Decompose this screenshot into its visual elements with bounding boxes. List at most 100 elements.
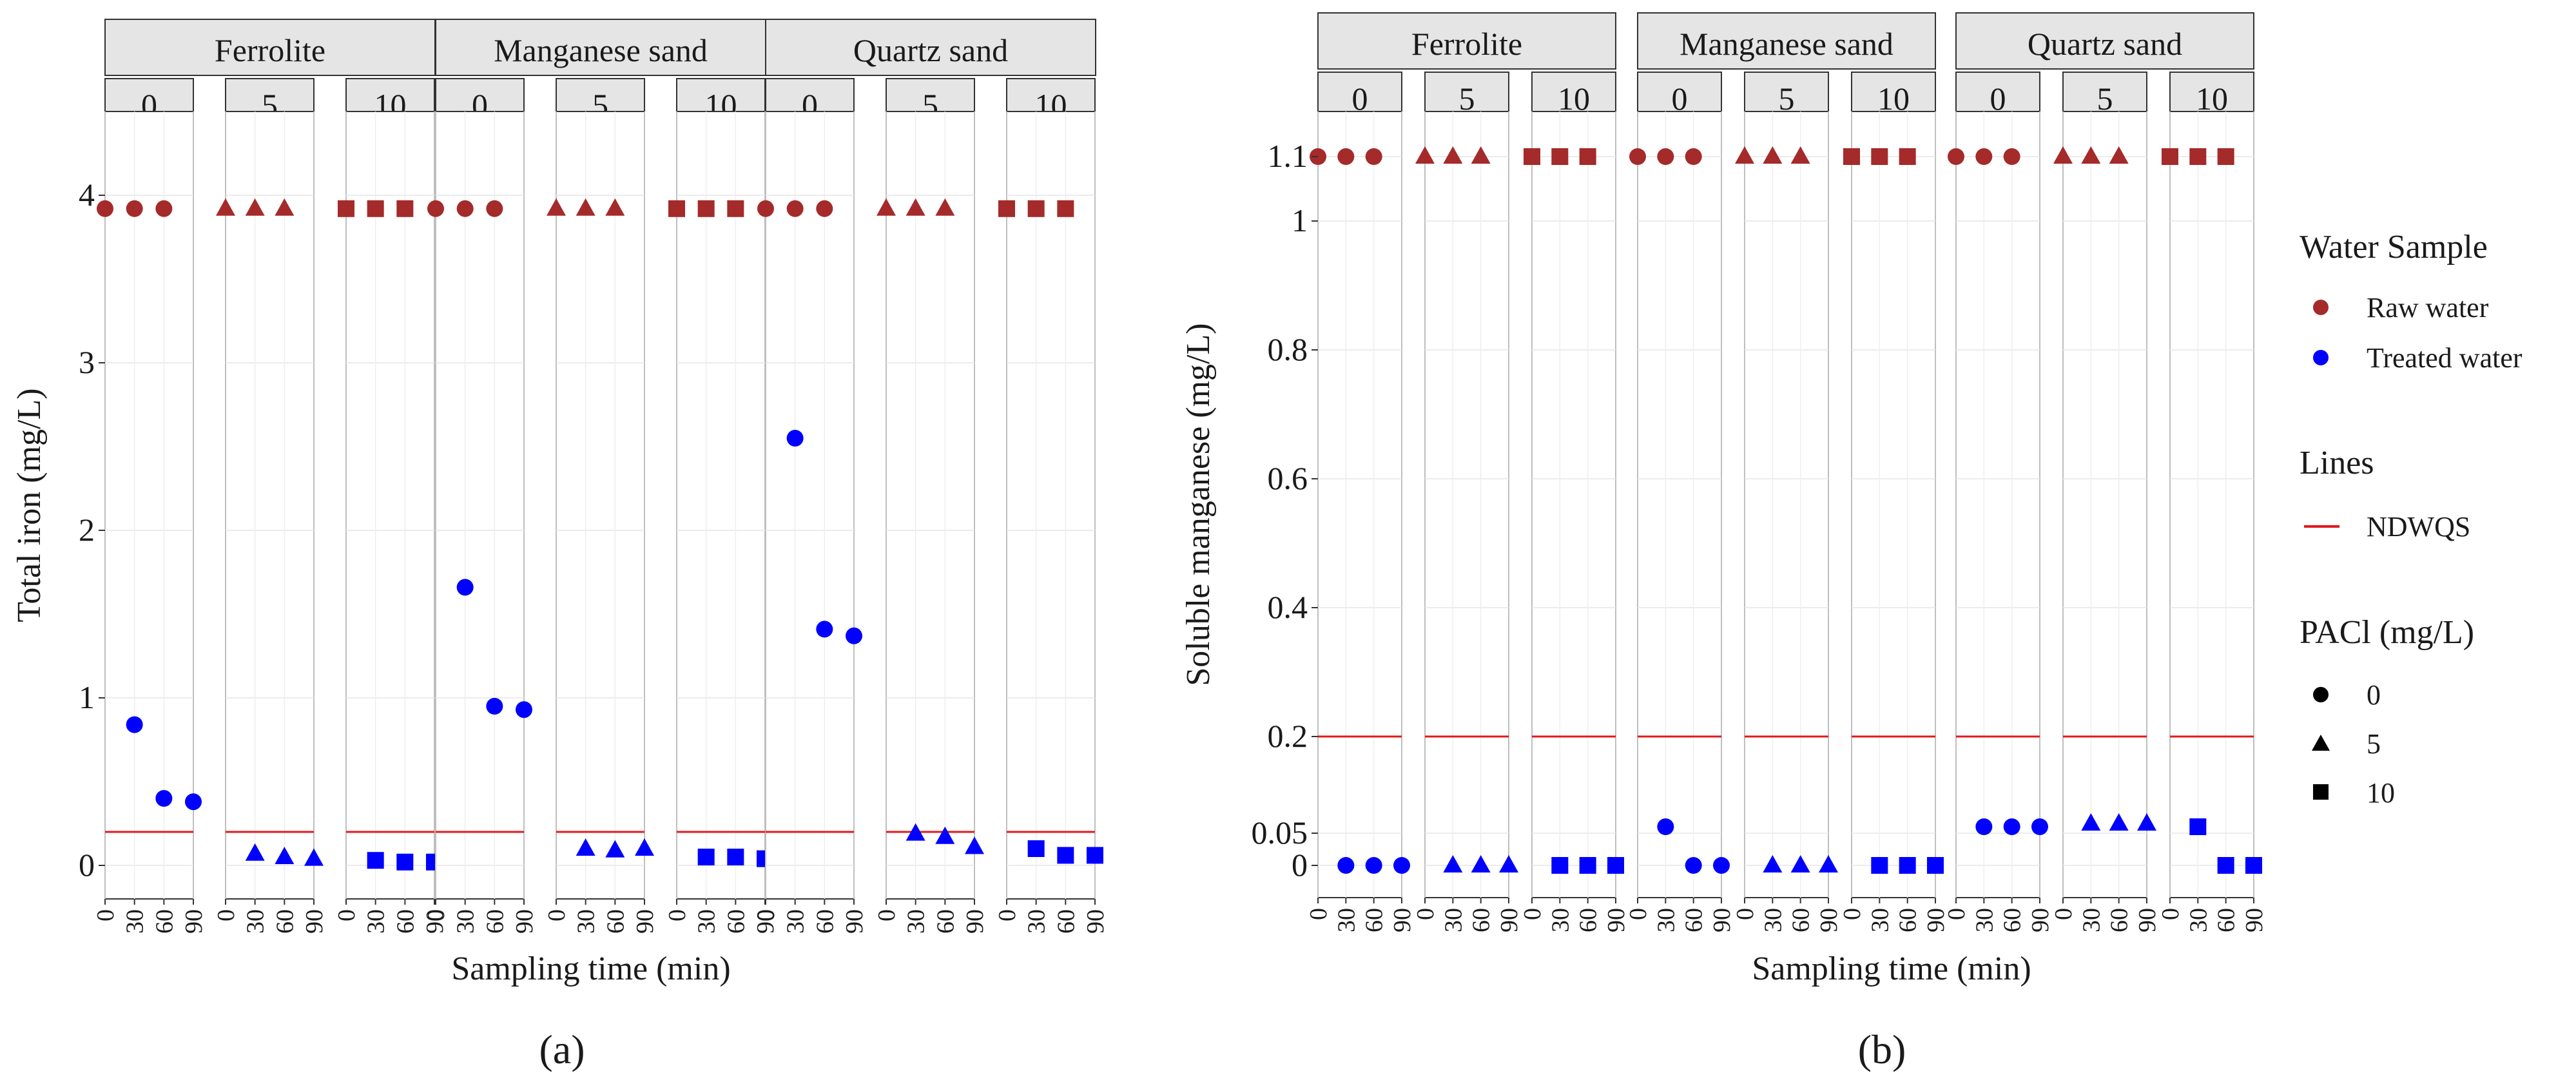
treated-point-b-0-0-0 — [1337, 857, 1355, 874]
facet-a-2-0 — [765, 111, 855, 900]
treated-point-a-0-1-1 — [275, 847, 295, 864]
strip-dose-label-b-1-2: 10 — [1877, 81, 1910, 117]
raw-point-a-0-1-1 — [245, 198, 265, 216]
raw-point-b-2-1-1 — [2081, 146, 2101, 164]
y-tick-label-b-6: 1 — [1292, 202, 1308, 238]
x-tick-label-a-1-0-0: 0 — [423, 909, 450, 921]
raw-point-a-1-1-0 — [547, 198, 566, 216]
raw-point-a-1-0-0 — [427, 200, 444, 217]
raw-point-a-2-0-2 — [816, 200, 833, 217]
legend: Water Sample Raw water Treated water Lin… — [2300, 229, 2523, 809]
raw-point-b-2-0-2 — [2003, 148, 2020, 165]
x-tick-label-b-0-0-2: 60 — [1361, 908, 1388, 932]
raw-point-a-1-2-1 — [697, 200, 715, 217]
x-tick-label-b-1-0-2: 60 — [1681, 908, 1708, 932]
treated-point-b-2-0-1 — [2003, 818, 2020, 835]
x-tick-label-a-0-1-2: 60 — [271, 909, 298, 934]
x-tick-label-a-0-1-3: 90 — [301, 909, 328, 934]
treated-point-b-2-2-0 — [2189, 818, 2207, 835]
legend-treated-water-label: Treated water — [2367, 342, 2523, 374]
x-tick-label-b-1-1-2: 60 — [1788, 908, 1815, 932]
x-tick-label-b-2-2-0: 0 — [2157, 908, 2184, 920]
y-tick-label-b-1: 0.05 — [1252, 814, 1308, 851]
x-tick-label-b-2-0-0: 0 — [1943, 908, 1970, 920]
raw-point-a-2-2-0 — [998, 200, 1015, 217]
x-tick-label-a-2-0-3: 90 — [841, 909, 868, 934]
treated-point-b-2-0-0 — [1975, 818, 1993, 835]
x-tick-label-a-2-2-3: 90 — [1082, 909, 1109, 934]
treated-point-a-0-1-0 — [245, 843, 265, 861]
treated-point-a-2-2-1 — [1057, 847, 1074, 864]
raw-point-b-0-2-1 — [1551, 148, 1569, 165]
strip-dose-label-b-1-0: 0 — [1672, 81, 1688, 117]
raw-point-a-0-0-2 — [155, 200, 173, 217]
strip-medium-b-2 — [1955, 12, 2254, 70]
x-tick-label-b-2-1-3: 90 — [2134, 908, 2161, 932]
strip-dose-label-b-2-2: 10 — [2196, 81, 2228, 117]
raw-point-b-0-2-0 — [1524, 148, 1540, 165]
raw-point-b-0-1-1 — [1443, 146, 1463, 164]
strip-dose-label-b-0-1: 5 — [1459, 81, 1475, 117]
legend-treated-water-symbol — [2313, 350, 2329, 365]
treated-point-a-2-1-2 — [965, 836, 984, 854]
strip-dose-label-b-0-2: 10 — [1558, 81, 1590, 117]
x-tick-label-a-1-0-2: 60 — [481, 909, 508, 934]
treated-point-b-0-2-1 — [1579, 857, 1596, 874]
raw-point-a-0-1-2 — [275, 198, 295, 216]
x-tick-label-a-2-2-1: 30 — [1023, 909, 1051, 934]
strip-medium-label-a-1: Manganese sand — [494, 32, 708, 68]
raw-point-b-1-0-1 — [1657, 148, 1674, 165]
x-tick-label-b-1-0-0: 0 — [1625, 908, 1652, 920]
x-tick-label-b-2-2-3: 90 — [2241, 908, 2268, 932]
raw-point-b-2-0-0 — [1948, 148, 1964, 165]
treated-point-b-2-1-0 — [2081, 813, 2101, 831]
x-tick-label-a-1-1-0: 0 — [543, 909, 570, 921]
x-tick-label-a-0-2-2: 60 — [392, 909, 419, 934]
x-tick-label-b-2-1-0: 0 — [2050, 908, 2077, 920]
x-tick-label-b-1-1-3: 90 — [1816, 908, 1843, 932]
facet-b-1-1 — [1744, 111, 1829, 898]
raw-point-a-1-0-2 — [486, 200, 503, 217]
x-tick-label-b-0-0-0: 0 — [1305, 908, 1332, 920]
treated-point-b-2-1-2 — [2137, 813, 2156, 831]
treated-point-b-2-1-1 — [2109, 813, 2129, 831]
treated-point-a-1-1-0 — [576, 838, 596, 856]
y-tick-label-b-2: 0.2 — [1268, 718, 1308, 754]
raw-point-b-1-2-1 — [1871, 148, 1888, 165]
facet-a-2-2 — [1006, 111, 1096, 900]
legend-ndwqs-label: NDWQS — [2367, 511, 2470, 543]
treated-point-b-0-0-1 — [1365, 857, 1382, 874]
x-tick-label-a-2-1-2: 60 — [932, 909, 959, 934]
facet-a-0-1 — [225, 111, 315, 900]
treated-point-a-2-0-0 — [786, 430, 804, 447]
x-tick-label-b-1-2-2: 60 — [1895, 908, 1922, 932]
x-tick-label-a-0-2-3: 90 — [421, 909, 449, 934]
legend-pacl-5-label: 5 — [2367, 728, 2381, 760]
x-tick-label-b-2-0-2: 60 — [1999, 908, 2026, 932]
facet-b-2-0 — [1955, 111, 2040, 898]
treated-point-b-1-1-1 — [1790, 855, 1810, 872]
x-tick-label-b-0-1-0: 0 — [1412, 908, 1439, 920]
strip-dose-label-b-2-0: 0 — [1990, 81, 2006, 117]
raw-point-a-0-0-0 — [97, 200, 113, 217]
treated-point-b-1-0-2 — [1713, 857, 1730, 874]
facet-b-0-2 — [1531, 111, 1616, 898]
x-tick-label-a-0-1-0: 0 — [213, 909, 240, 921]
x-tick-label-b-1-0-3: 90 — [1709, 908, 1736, 932]
y-tick-label-b-5: 0.8 — [1268, 331, 1308, 367]
treated-point-a-1-0-2 — [516, 701, 532, 718]
x-tick-label-b-0-2-2: 60 — [1575, 908, 1602, 932]
x-tick-label-a-2-1-1: 30 — [903, 909, 930, 934]
x-tick-label-a-2-0-0: 0 — [753, 909, 780, 921]
raw-point-a-0-2-2 — [396, 200, 414, 217]
panel-b-caption: (b) — [1858, 1026, 1906, 1072]
raw-point-b-0-1-0 — [1415, 146, 1435, 164]
strip-medium-label-a-0: Ferrolite — [215, 32, 325, 68]
treated-point-b-2-2-2 — [2245, 857, 2262, 874]
raw-point-a-0-1-0 — [216, 198, 235, 216]
x-tick-label-a-0-0-1: 30 — [122, 909, 149, 934]
raw-point-a-1-2-2 — [727, 200, 744, 217]
raw-point-b-0-2-2 — [1579, 148, 1596, 165]
